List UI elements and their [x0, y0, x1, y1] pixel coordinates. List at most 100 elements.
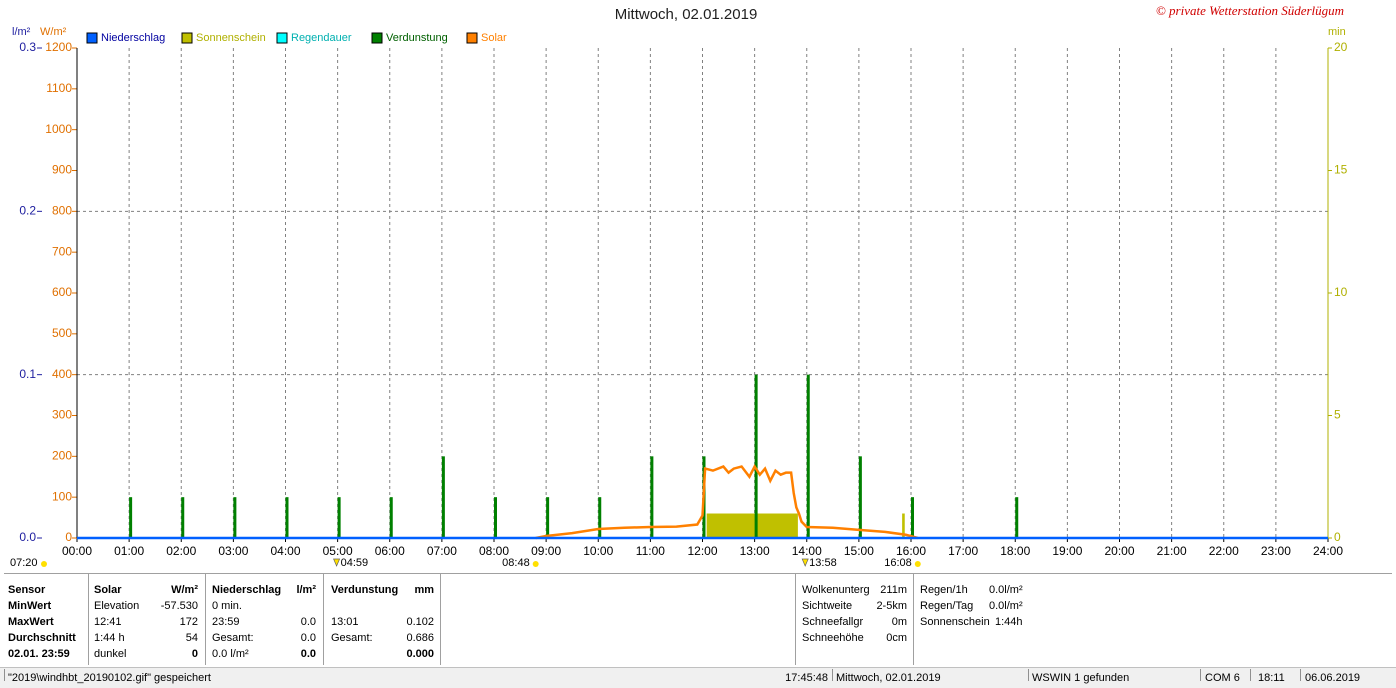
status-separator: [1200, 669, 1201, 681]
series-line: [535, 464, 919, 540]
x-tick-label: 19:00: [1052, 544, 1082, 558]
condition-label: Schneefallgr: [802, 616, 864, 628]
y-tick-label: 0.3: [19, 40, 36, 54]
condition-label: Sichtweite: [802, 600, 853, 612]
x-tick-label: 11:00: [636, 544, 665, 558]
y-tick-label: 0.1: [19, 367, 36, 381]
copyright: © private Wetterstation Süderlügum: [1156, 3, 1344, 18]
separator: [913, 573, 914, 665]
y3-tick-label: 0: [65, 530, 72, 544]
x-tick-label: 16:00: [896, 544, 926, 558]
x-tick-label: 18:00: [1000, 544, 1030, 558]
y2-tick-label: 20: [1334, 40, 1348, 54]
legend-swatch: [86, 32, 98, 44]
evaporation-bar: [754, 374, 758, 538]
y-tick-label: 0.0: [19, 530, 36, 544]
y-tick-label: 0.2: [19, 204, 36, 218]
y2-tick-label: 0: [1334, 530, 1341, 544]
legend-swatch: [181, 32, 193, 44]
evaporation-bar: [233, 497, 237, 538]
x-tick-label: 05:00: [323, 544, 353, 558]
condition-value: 2-5km: [876, 600, 907, 612]
table-cell: MinWert: [8, 600, 52, 612]
x-tick-label: 15:00: [844, 544, 874, 558]
x-tick-label: 23:00: [1261, 544, 1291, 558]
y3-tick-label: 1200: [45, 40, 72, 54]
table-cell: 23:59: [212, 616, 240, 628]
sun-icon: [532, 561, 539, 567]
legend-label: Sonnenschein: [196, 32, 266, 44]
y3-tick-label: 1000: [45, 122, 72, 136]
status-separator: [832, 669, 833, 681]
annotation-label: 08:48: [502, 557, 530, 569]
y2-axis-label: min: [1328, 26, 1346, 38]
status-separator: [4, 669, 5, 681]
x-tick-label: 22:00: [1209, 544, 1239, 558]
evaporation-bar: [650, 456, 654, 538]
evaporation-bar: [598, 497, 602, 538]
rain-label: Regen/1h: [920, 584, 968, 596]
annotation-label: 16:08: [884, 557, 912, 569]
separator: [88, 573, 89, 665]
stats-panel: [4, 573, 1392, 666]
evaporation-bar: [389, 497, 393, 538]
evaporation-bar: [181, 497, 185, 538]
evaporation-bar: [337, 497, 341, 538]
table-cell: mm: [414, 584, 434, 596]
sun-icon: [41, 561, 47, 567]
table-cell: Gesamt:: [331, 632, 373, 644]
y2-tick-label: 15: [1334, 163, 1348, 177]
separator: [205, 573, 206, 665]
moon-icon: [333, 558, 341, 567]
condition-value: 0cm: [886, 632, 907, 644]
rain-label: Regen/Tag: [920, 600, 974, 612]
table-cell: Solar: [94, 584, 122, 596]
separator: [440, 573, 441, 665]
table-cell: 54: [185, 632, 198, 644]
rain-label: Sonnenschein: [920, 616, 990, 628]
x-tick-label: 14:00: [792, 544, 822, 558]
table-cell: dunkel: [94, 648, 127, 660]
condition-value: 211m: [880, 584, 907, 596]
condition-label: Wolkenunterg: [802, 584, 870, 596]
legend-label: Verdunstung: [386, 32, 448, 44]
table-cell: l/m²: [296, 584, 316, 596]
chart-title: Mittwoch, 02.01.2019: [615, 6, 758, 23]
annotation-label: 07:20: [10, 557, 38, 569]
x-tick-label: 07:00: [427, 544, 457, 558]
y3-tick-label: 300: [52, 408, 72, 422]
x-tick-label: 10:00: [583, 544, 613, 558]
table-cell: 0.686: [406, 632, 434, 644]
moon-icon: [801, 558, 809, 567]
separator: [323, 573, 324, 665]
y3-tick-label: 700: [52, 244, 72, 258]
evaporation-bar: [546, 497, 550, 538]
y3-tick-label: 800: [52, 204, 72, 218]
status-separator: [1250, 669, 1251, 681]
y3-tick-label: 600: [52, 285, 72, 299]
table-cell: 0 min.: [212, 600, 242, 612]
status-text: 18:11: [1258, 672, 1285, 684]
x-tick-label: 13:00: [740, 544, 770, 558]
table-cell: 0.0: [300, 616, 316, 628]
x-tick-label: 24:00: [1313, 544, 1343, 558]
table-cell: 0.0 l/m²: [212, 648, 249, 660]
status-text: COM 6: [1205, 672, 1240, 684]
evaporation-bar: [441, 456, 445, 538]
table-cell: Durchschnitt: [8, 632, 76, 644]
table-cell: 0.0: [300, 648, 316, 660]
rain-value: 0.0l/m²: [989, 600, 1023, 612]
table-cell: 0: [191, 648, 198, 660]
x-tick-label: 12:00: [687, 544, 717, 558]
x-tick-label: 03:00: [218, 544, 248, 558]
status-separator: [1300, 669, 1301, 681]
table-cell: W/m²: [171, 584, 198, 596]
y3-tick-label: 400: [52, 367, 72, 381]
status-text: 17:45:48: [785, 672, 828, 684]
x-tick-label: 04:00: [270, 544, 300, 558]
status-text: WSWIN 1 gefunden: [1032, 672, 1130, 684]
table-cell: 0.0: [300, 632, 316, 644]
evaporation-bar: [911, 497, 914, 538]
y3-tick-label: 900: [52, 163, 72, 177]
